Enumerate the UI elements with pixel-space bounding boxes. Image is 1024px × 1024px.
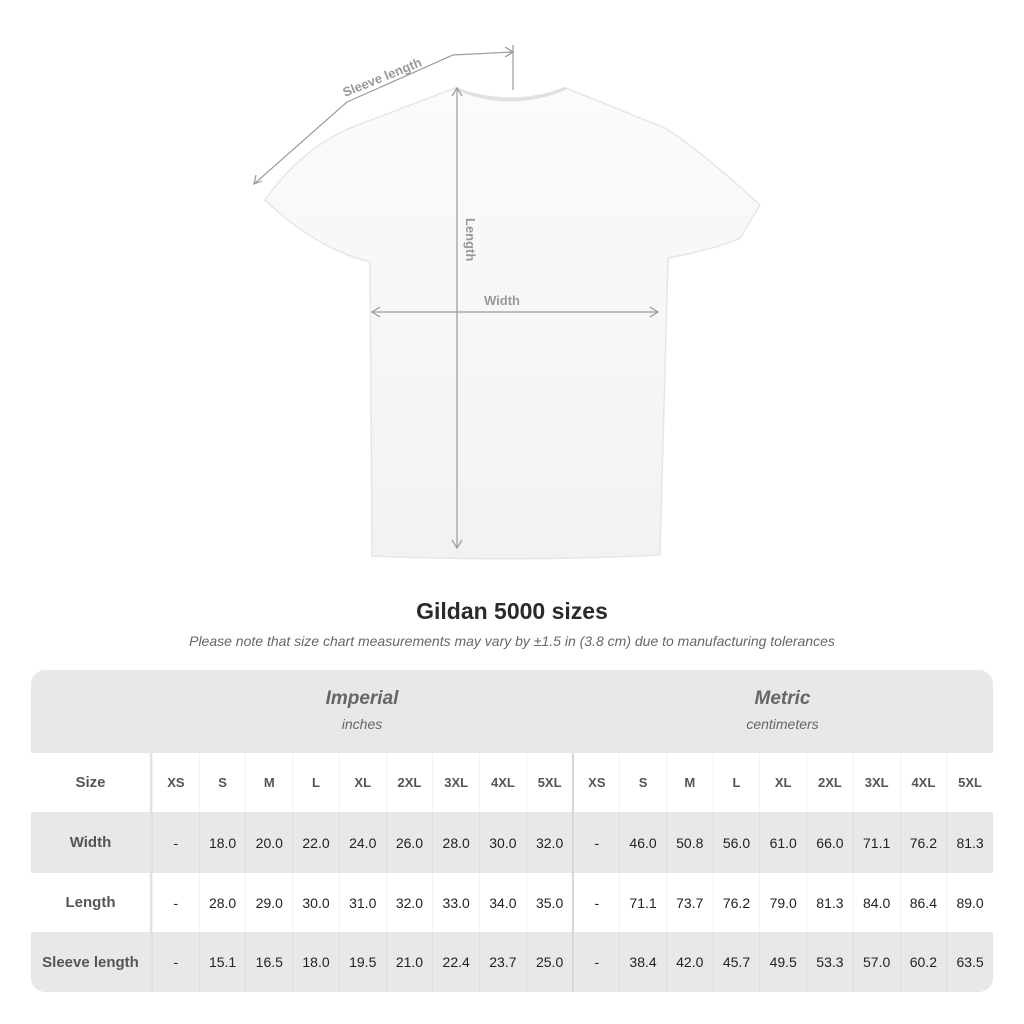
value-cell: - [152,812,199,873]
width-label: Width [484,293,520,308]
size-header-cell: 5XL [525,753,573,812]
size-header-cell: L [292,753,339,812]
size-header-row: Size XS S M L XL 2XL 3XL 4XL 5XL XS S M L XL 2XL 3XL 4XL 5… [31,753,993,812]
value-cell: 76.2 [712,873,760,932]
value-cell: 30.0 [479,812,526,873]
size-table: Imperial inches Metric centimeters Size X… [31,670,993,992]
row-label: Size [31,753,152,812]
value-cell: 66.0 [806,812,853,873]
sleeve-length-line [253,51,514,185]
size-header-cell: 4XL [479,753,526,812]
length-label: Length [463,218,478,261]
sleeve-length-label: Sleeve length [341,54,424,99]
value-cell: 20.0 [245,812,292,873]
value-cell: 61.0 [759,812,806,873]
metric-title: Metric [754,688,811,709]
value-cell: 22.4 [432,932,479,992]
size-header-cell: 5XL [946,753,993,812]
size-header-cell: L [712,753,760,812]
value-cell: 84.0 [852,873,900,932]
size-header-cell: M [665,753,713,812]
size-header-cell: 3XL [432,753,479,812]
value-cell: 25.0 [525,932,573,992]
tshirt-diagram: Sleeve length Length Width [253,45,761,560]
value-cell: - [152,873,199,932]
value-cell: 26.0 [385,812,433,873]
value-cell: 60.2 [899,932,947,992]
tolerance-note: Please note that size chart measurements… [189,633,835,649]
metric-unit: centimeters [746,716,819,732]
value-cell: 76.2 [899,812,947,873]
unit-header [31,670,993,753]
value-cell: 15.1 [198,932,246,992]
value-cell: 50.8 [665,812,713,873]
value-cell: 46.0 [619,812,666,873]
value-cell: 38.4 [619,932,666,992]
value-cell: 30.0 [292,873,339,932]
value-cell: 42.0 [665,932,713,992]
size-header-cell: XL [759,753,806,812]
value-cell: 21.0 [385,932,433,992]
row-label: Width [31,812,152,873]
value-cell: - [572,812,619,873]
value-cell: 19.5 [338,932,386,992]
value-cell: 45.7 [712,932,760,992]
value-cell: 28.0 [432,812,479,873]
size-header-cell: M [245,753,292,812]
value-cell: 81.3 [946,812,993,873]
value-cell: 57.0 [852,932,900,992]
size-header-cell: XS [152,753,199,812]
value-cell: 28.0 [198,873,246,932]
imperial-unit: inches [341,716,383,732]
table-row: Width -18.0 20.0 22.0 24.0 26.0 28.0 30.0 32.0-4… [31,812,993,873]
value-cell: 24.0 [338,812,386,873]
value-cell: 86.4 [899,873,947,932]
size-header-cell: 3XL [852,753,900,812]
value-cell: 16.5 [245,932,292,992]
value-cell: 35.0 [525,873,573,932]
row-label: Sleeve length [31,932,152,992]
size-header-cell: XL [338,753,386,812]
value-cell: 18.0 [198,812,246,873]
value-cell: 71.1 [619,873,666,932]
size-header-cell: S [198,753,246,812]
value-cell: - [572,873,619,932]
tshirt-shape [264,87,761,560]
value-cell: 18.0 [292,932,339,992]
value-cell: 53.3 [806,932,853,992]
value-cell: 63.5 [946,932,993,992]
value-cell: 49.5 [759,932,806,992]
size-header-cell: 2XL [806,753,853,812]
value-cell: 81.3 [806,873,853,932]
value-cell: - [572,932,619,992]
size-header-cell: S [619,753,666,812]
value-cell: 23.7 [479,932,526,992]
imperial-header: Imperial inches [152,670,572,753]
page-title: Gildan 5000 sizes [416,598,608,624]
value-cell: 79.0 [759,873,806,932]
size-header-cell: 4XL [899,753,947,812]
value-cell: 89.0 [946,873,993,932]
imperial-title: Imperial [325,688,399,709]
value-cell: - [152,932,199,992]
value-cell: 56.0 [712,812,760,873]
value-cell: 33.0 [432,873,479,932]
value-cell: 73.7 [665,873,713,932]
value-cell: 32.0 [385,873,433,932]
metric-header: Metric centimeters [572,670,993,753]
value-cell: 29.0 [245,873,292,932]
row-label: Length [31,873,152,932]
value-cell: 22.0 [292,812,339,873]
size-header-cell: 2XL [385,753,433,812]
table-row: Sleeve length -15.1 16.5 18.0 19.5 21.0 22.4 23… [31,932,993,992]
value-cell: 71.1 [852,812,900,873]
table-row: Length -28.0 29.0 30.0 31.0 32.0 33.0 34.0 35.0-… [31,873,993,932]
value-cell: 34.0 [479,873,526,932]
value-cell: 32.0 [525,812,573,873]
size-header-cell: XS [572,753,619,812]
value-cell: 31.0 [338,873,386,932]
